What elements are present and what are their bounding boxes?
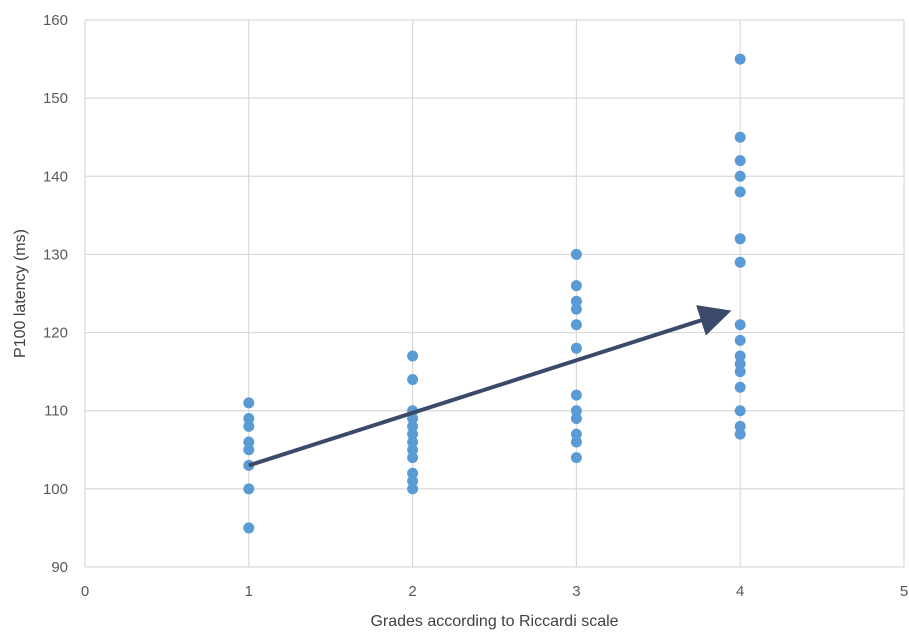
tick-labels: 90 100 110 120 130 140 150 160 0 1 2 3 4 5	[43, 12, 908, 600]
y-tick-label: 90	[51, 559, 68, 576]
data-point	[570, 436, 582, 448]
data-point	[570, 452, 582, 464]
data-point	[734, 319, 746, 331]
y-axis-title: P100 latency (ms)	[12, 229, 29, 358]
grid	[84, 19, 905, 568]
data-point	[243, 397, 255, 409]
data-point	[734, 428, 746, 440]
data-point	[570, 342, 582, 354]
data-point	[243, 413, 255, 425]
data-point	[243, 436, 255, 448]
data-point	[734, 186, 746, 198]
data-point	[734, 334, 746, 346]
x-tick-label: 0	[81, 583, 89, 600]
data-point	[734, 53, 746, 65]
data-point	[407, 452, 419, 464]
data-point	[734, 170, 746, 182]
data-point	[407, 475, 419, 487]
data-point	[570, 280, 582, 292]
x-tick-label: 5	[900, 583, 908, 600]
data-point	[407, 444, 419, 456]
data-point	[243, 420, 255, 432]
x-tick-label: 4	[736, 583, 744, 600]
y-tick-label: 140	[43, 168, 68, 185]
data-points	[243, 53, 746, 534]
y-tick-label: 120	[43, 325, 68, 342]
x-tick-label: 3	[572, 583, 580, 600]
data-point	[570, 295, 582, 307]
y-tick-label: 160	[43, 12, 68, 29]
data-point	[734, 381, 746, 393]
y-tick-label: 150	[43, 90, 68, 107]
data-point	[734, 366, 746, 378]
y-tick-label: 100	[43, 481, 68, 498]
data-point	[734, 233, 746, 245]
trend-arrow	[248, 305, 732, 468]
data-point	[734, 155, 746, 167]
x-tick-label: 2	[408, 583, 416, 600]
x-axis-title: Grades according to Riccardi scale	[370, 613, 618, 630]
data-point	[243, 444, 255, 456]
data-point	[570, 413, 582, 425]
data-point	[734, 350, 746, 362]
data-point	[734, 420, 746, 432]
data-point	[570, 405, 582, 417]
annotations	[248, 305, 732, 468]
x-tick-label: 1	[245, 583, 253, 600]
data-point	[570, 428, 582, 440]
data-point	[570, 303, 582, 315]
data-point	[407, 436, 419, 448]
data-point	[734, 358, 746, 370]
data-point	[570, 319, 582, 331]
data-point	[570, 248, 582, 260]
data-point	[734, 256, 746, 268]
data-point	[243, 522, 255, 534]
data-point	[407, 428, 419, 440]
y-tick-label: 130	[43, 246, 68, 263]
data-point	[407, 350, 419, 362]
y-tick-label: 110	[44, 403, 68, 420]
data-point	[407, 420, 419, 432]
data-point	[407, 467, 419, 479]
data-point	[734, 405, 746, 417]
data-point	[570, 389, 582, 401]
data-point	[407, 373, 419, 385]
data-point	[407, 483, 419, 495]
data-point	[243, 483, 255, 495]
data-point	[734, 131, 746, 143]
